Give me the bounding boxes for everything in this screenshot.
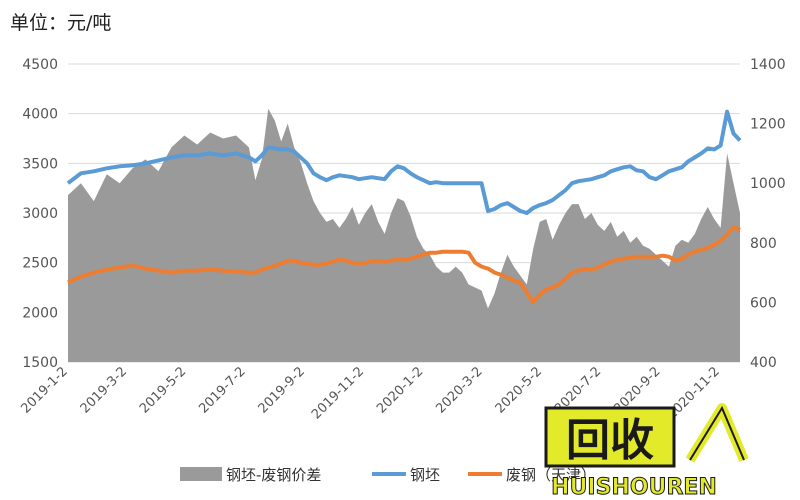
left-tick-label: 2500 [22, 256, 58, 272]
line-series-layer [66, 109, 742, 305]
right-tick-label: 1200 [750, 117, 786, 133]
left-tick-label: 1500 [22, 355, 58, 371]
x-tick-label: 2019-7-2 [196, 364, 248, 416]
watermark-text-sub: HUISHOUREN [551, 475, 717, 500]
watermark-text-main: 回收 [566, 415, 654, 466]
x-tick-label: 2020-3-2 [433, 364, 485, 416]
legend-label: 钢坯-废钢价差 [226, 466, 321, 484]
left-tick-label: 4000 [22, 107, 58, 123]
x-tick-label: 2020-5-2 [493, 364, 545, 416]
left-tick-label: 3000 [22, 206, 58, 222]
x-tick-label: 2019-1-2 [18, 364, 70, 416]
x-tick-label: 2019-5-2 [137, 364, 189, 416]
watermark-logo: 回收 HUISHOUREN [544, 403, 749, 500]
left-tick-label: 4500 [22, 57, 58, 73]
left-tick-label: 2000 [22, 305, 58, 321]
watermark-mountain-outline [689, 405, 745, 461]
right-tick-label: 800 [750, 236, 777, 252]
legend-label: 废钢（天津） [506, 466, 596, 484]
right-tick-label: 400 [750, 355, 777, 371]
right-axis-ticks: 1400 1200 1000 800 600 400 [750, 57, 786, 371]
right-tick-label: 600 [750, 295, 777, 311]
left-axis-ticks: 4500 4000 3500 3000 2500 2000 1500 [22, 57, 58, 371]
left-tick-label: 3500 [22, 156, 58, 172]
area-series-layer [68, 108, 740, 362]
line-series-scrap [67, 224, 741, 305]
x-tick-label: 2020-1-2 [374, 364, 426, 416]
x-tick-label: 2019-11-2 [309, 364, 367, 422]
x-tick-label: 2019-9-2 [256, 364, 308, 416]
right-tick-label: 1000 [750, 176, 786, 192]
unit-label: 单位：元/吨 [10, 12, 112, 34]
area-series-spread [68, 108, 740, 362]
right-tick-label: 1400 [750, 57, 786, 73]
x-tick-label: 2019-3-2 [78, 364, 130, 416]
legend-swatch [180, 467, 222, 481]
line-series-billet [66, 109, 742, 215]
legend: 钢坯-废钢价差 钢坯 废钢（天津） [180, 466, 596, 484]
legend-label: 钢坯 [410, 466, 440, 484]
watermark-box [544, 406, 676, 468]
